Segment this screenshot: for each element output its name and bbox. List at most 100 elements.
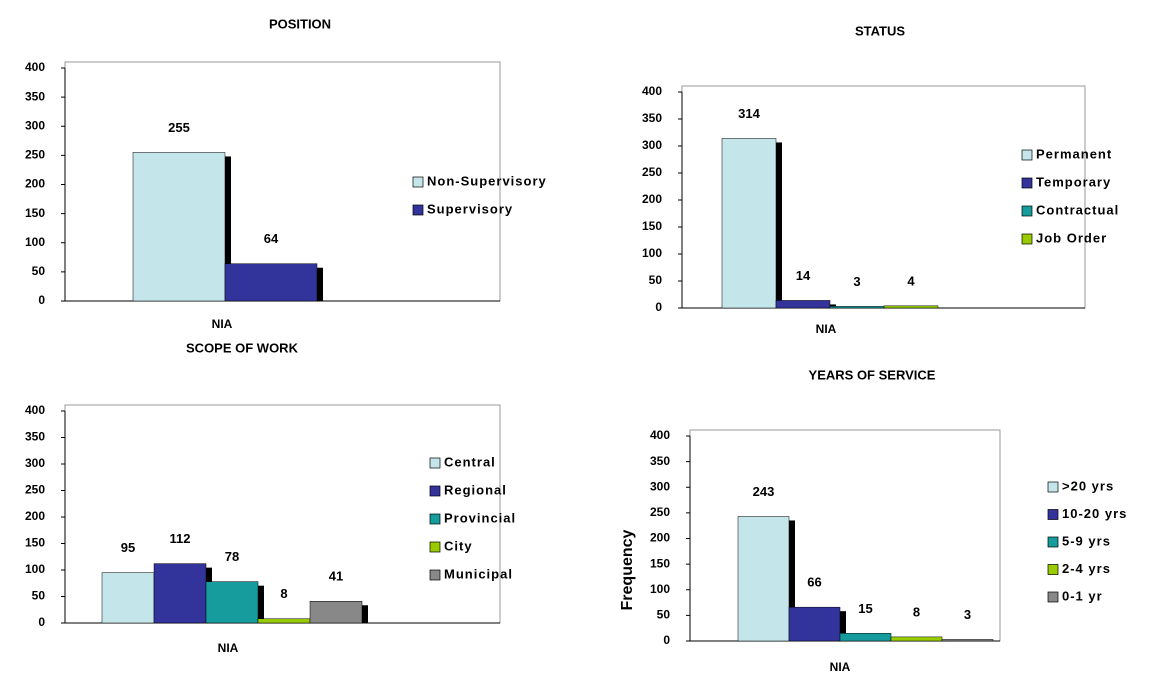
bar bbox=[101, 572, 155, 624]
y-tick-label: 100 bbox=[650, 582, 670, 596]
legend-label: Provincial bbox=[444, 510, 516, 525]
y-tick-label: 100 bbox=[25, 235, 45, 249]
y-tick-label: 400 bbox=[642, 84, 662, 98]
y-tick-label: 100 bbox=[25, 562, 45, 576]
y-tick-label: 50 bbox=[657, 608, 671, 622]
y-tick-label: 150 bbox=[650, 556, 670, 570]
bar bbox=[788, 606, 841, 642]
y-tick-label: 0 bbox=[655, 300, 662, 314]
value-label: 8 bbox=[913, 604, 920, 619]
bar bbox=[839, 633, 892, 642]
value-label: 78 bbox=[225, 549, 239, 564]
y-tick-label: 250 bbox=[650, 505, 670, 519]
legend-swatch bbox=[1047, 591, 1059, 603]
bar bbox=[883, 305, 939, 309]
value-label: 41 bbox=[329, 569, 343, 584]
legend-label: 2-4 yrs bbox=[1062, 561, 1111, 576]
legend-swatch bbox=[1047, 481, 1059, 493]
x-tick-label: NIA bbox=[212, 317, 233, 331]
bar bbox=[829, 306, 885, 309]
value-label: 112 bbox=[170, 531, 191, 546]
legend-swatch bbox=[429, 485, 441, 497]
y-tick-label: 200 bbox=[642, 192, 662, 206]
y-tick-label: 350 bbox=[650, 454, 670, 468]
y-tick-label: 250 bbox=[25, 483, 45, 497]
value-label: 8 bbox=[280, 586, 287, 601]
bar bbox=[309, 601, 363, 624]
legend-swatch bbox=[1047, 564, 1059, 575]
x-tick-label: NIA bbox=[218, 641, 239, 655]
y-tick-label: 200 bbox=[25, 509, 45, 523]
plot-frame bbox=[689, 429, 1001, 642]
bar bbox=[224, 263, 318, 302]
y-tick-label: 300 bbox=[642, 138, 662, 152]
value-label: 4 bbox=[907, 273, 915, 288]
y-tick-label: 50 bbox=[32, 589, 46, 603]
legend-label: 5-9 yrs bbox=[1062, 533, 1111, 548]
legend-label: >20 yrs bbox=[1062, 478, 1114, 493]
legend-swatch bbox=[429, 541, 441, 553]
bar bbox=[737, 516, 790, 642]
y-axis-label: Frequency bbox=[619, 529, 636, 610]
y-tick-label: 350 bbox=[642, 111, 662, 125]
chart-title: YEARS OF SERVICE bbox=[809, 367, 936, 382]
legend-label: Job Order bbox=[1036, 230, 1107, 245]
y-tick-label: 400 bbox=[650, 428, 670, 442]
legend-label: Contractual bbox=[1036, 202, 1119, 217]
legend-label: 0-1 yr bbox=[1062, 588, 1103, 603]
bar bbox=[153, 563, 207, 624]
y-tick-label: 150 bbox=[25, 206, 45, 220]
y-tick-label: 250 bbox=[25, 148, 45, 162]
y-tick-label: 0 bbox=[38, 615, 45, 629]
value-label: 3 bbox=[853, 274, 860, 289]
chart-title: SCOPE OF WORK bbox=[186, 340, 299, 355]
x-tick-label: NIA bbox=[830, 660, 851, 674]
y-tick-label: 50 bbox=[32, 264, 46, 278]
legend-swatch bbox=[1021, 205, 1033, 217]
legend-label: Regional bbox=[444, 482, 507, 497]
legend-swatch bbox=[412, 204, 424, 216]
y-tick-label: 100 bbox=[642, 246, 662, 260]
y-tick-label: 0 bbox=[38, 293, 45, 307]
y-tick-label: 350 bbox=[25, 430, 45, 444]
bar bbox=[775, 300, 831, 309]
chart-title: POSITION bbox=[269, 16, 331, 31]
legend-label: Central bbox=[444, 454, 496, 469]
y-tick-label: 50 bbox=[649, 273, 663, 287]
legend-swatch bbox=[412, 176, 424, 188]
chart-title: STATUS bbox=[855, 23, 905, 38]
bar bbox=[257, 618, 311, 624]
legend-swatch bbox=[429, 569, 441, 581]
legend-label: Municipal bbox=[444, 566, 513, 581]
legend-label: Supervisory bbox=[427, 201, 513, 216]
y-tick-label: 150 bbox=[642, 219, 662, 233]
value-label: 14 bbox=[796, 268, 811, 283]
legend-swatch bbox=[1047, 536, 1059, 548]
legend-label: Non-Supervisory bbox=[427, 173, 547, 188]
bar bbox=[721, 138, 777, 309]
legend-swatch bbox=[429, 457, 441, 469]
y-tick-label: 400 bbox=[25, 403, 45, 417]
legend-label: City bbox=[444, 538, 473, 553]
y-tick-label: 300 bbox=[25, 118, 45, 132]
legend-label: Temporary bbox=[1036, 174, 1111, 189]
x-tick-label: NIA bbox=[816, 322, 837, 336]
bar bbox=[132, 152, 226, 302]
legend-swatch bbox=[1021, 177, 1033, 189]
y-tick-label: 200 bbox=[650, 531, 670, 545]
value-label: 243 bbox=[753, 484, 775, 499]
bar bbox=[890, 636, 943, 642]
y-tick-label: 0 bbox=[663, 633, 670, 647]
y-tick-label: 300 bbox=[650, 479, 670, 493]
bar bbox=[205, 581, 259, 624]
value-label: 15 bbox=[858, 601, 872, 616]
value-label: 3 bbox=[964, 607, 971, 622]
legend-swatch bbox=[1021, 233, 1033, 245]
y-tick-label: 400 bbox=[25, 60, 45, 74]
y-tick-label: 200 bbox=[25, 177, 45, 191]
value-label: 64 bbox=[264, 231, 279, 246]
value-label: 255 bbox=[168, 120, 190, 135]
value-label: 95 bbox=[121, 540, 135, 555]
y-tick-label: 250 bbox=[642, 165, 662, 179]
